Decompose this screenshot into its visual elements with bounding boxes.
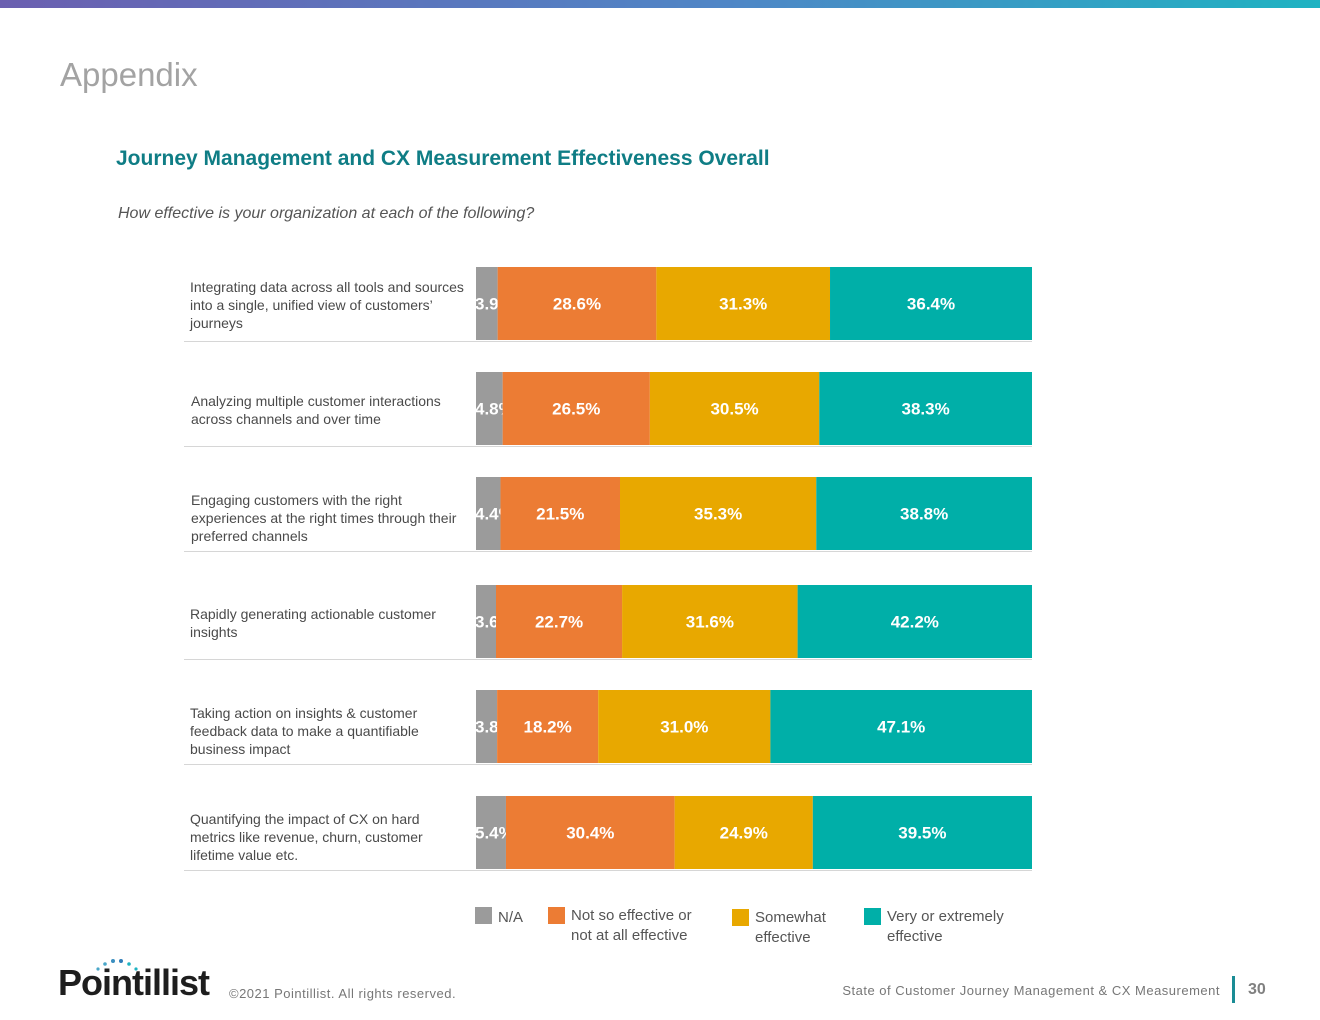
legend-label: Not so effective or not at all effective xyxy=(571,906,692,946)
bar-segment-very xyxy=(770,690,1032,763)
copyright-text: ©2021 Pointillist. All rights reserved. xyxy=(229,986,457,1001)
bar-segment-na xyxy=(476,477,501,550)
row-label: Quantifying the impact of CX on hard met… xyxy=(190,811,423,863)
bar-segment-not-effective xyxy=(502,372,650,445)
row-label: Analyzing multiple customer interactions… xyxy=(191,393,441,427)
data-label: 38.3% xyxy=(902,400,950,419)
legend-label-line: Somewhat xyxy=(755,909,826,926)
page-heading: Appendix xyxy=(60,56,198,93)
data-label: 22.7% xyxy=(535,613,583,632)
bar-segment-very xyxy=(816,477,1032,550)
legend-swatch xyxy=(548,907,565,924)
pointillist-logo: Pointillist xyxy=(58,962,210,1003)
bar-segment-very xyxy=(830,267,1032,340)
bar-segment-not-effective xyxy=(505,796,675,869)
bar-segment-somewhat xyxy=(622,585,798,658)
legend-label-line: Very or extremely xyxy=(887,908,1004,925)
legend-label-line: effective xyxy=(755,929,811,946)
data-label: 26.5% xyxy=(552,400,600,419)
row-label: Integrating data across all tools and so… xyxy=(190,279,464,331)
bar-segment-somewhat xyxy=(620,477,817,550)
row-divider xyxy=(184,341,1032,342)
legend-item-na: N/A xyxy=(475,906,523,928)
data-label: 35.3% xyxy=(694,505,742,524)
data-label: 39.5% xyxy=(898,824,946,843)
bar-segment-na xyxy=(476,690,498,763)
row-divider xyxy=(184,764,1032,765)
data-label: 47.1% xyxy=(877,718,925,737)
chart-subtitle: How effective is your organization at ea… xyxy=(118,205,535,222)
bar-segment-na xyxy=(476,372,503,445)
bar-segment-very xyxy=(812,796,1032,869)
bar-segment-somewhat xyxy=(674,796,813,869)
legend-label-line: effective xyxy=(887,928,943,945)
chart-title: Journey Management and CX Measurement Ef… xyxy=(116,147,770,170)
logo-dots-icon xyxy=(96,959,138,971)
row-label: Engaging customers with the right experi… xyxy=(191,492,457,544)
row-divider xyxy=(184,659,1032,660)
legend-label: Somewhat effective xyxy=(755,908,826,948)
legend-swatch xyxy=(475,907,492,924)
legend-swatch xyxy=(732,909,749,926)
data-label: 24.9% xyxy=(720,824,768,843)
top-gradient-bar xyxy=(0,0,1320,8)
data-label: 18.2% xyxy=(524,718,572,737)
legend-item-not-effective: Not so effective or not at all effective xyxy=(548,906,692,946)
bar-segment-somewhat xyxy=(598,690,771,763)
page-number-divider xyxy=(1232,976,1235,1003)
bar-segment-not-effective xyxy=(497,690,599,763)
data-label: 28.6% xyxy=(553,295,601,314)
row-divider xyxy=(184,446,1032,447)
report-name: State of Customer Journey Management & C… xyxy=(842,983,1220,998)
row-divider xyxy=(184,551,1032,552)
row-label: Taking action on insights & customer fee… xyxy=(190,705,419,757)
bar-segment-very xyxy=(819,372,1032,445)
data-label: 31.0% xyxy=(660,718,708,737)
data-label: 21.5% xyxy=(536,505,584,524)
legend-label: Very or extremely effective xyxy=(887,907,1004,947)
bar-segment-somewhat xyxy=(656,267,831,340)
data-label: 36.4% xyxy=(907,295,955,314)
bar-segment-not-effective xyxy=(500,477,620,550)
legend-item-somewhat: Somewhat effective xyxy=(732,908,826,948)
bar-segment-na xyxy=(476,796,506,869)
legend-swatch xyxy=(864,908,881,925)
bar-segment-na xyxy=(476,267,498,340)
row-label: Rapidly generating actionable customer i… xyxy=(190,606,436,640)
bar-segment-not-effective xyxy=(496,585,623,658)
legend-label-line: not at all effective xyxy=(571,927,688,944)
data-label: 30.5% xyxy=(710,400,758,419)
data-label: 31.3% xyxy=(719,295,767,314)
legend-item-very: Very or extremely effective xyxy=(864,907,1004,947)
bar-segment-somewhat xyxy=(649,372,820,445)
data-label: 38.8% xyxy=(900,505,948,524)
data-label: 5.4% xyxy=(475,824,514,843)
legend-label-line: Not so effective or xyxy=(571,907,692,924)
bar-segment-very xyxy=(797,585,1032,658)
bar-segment-na xyxy=(476,585,496,658)
bar-segment-not-effective xyxy=(497,267,657,340)
data-label: 42.2% xyxy=(891,613,939,632)
row-divider xyxy=(184,870,1032,871)
legend-label: N/A xyxy=(498,909,524,926)
data-label: 30.4% xyxy=(566,824,614,843)
data-label: 31.6% xyxy=(686,613,734,632)
page-number: 30 xyxy=(1248,981,1266,998)
